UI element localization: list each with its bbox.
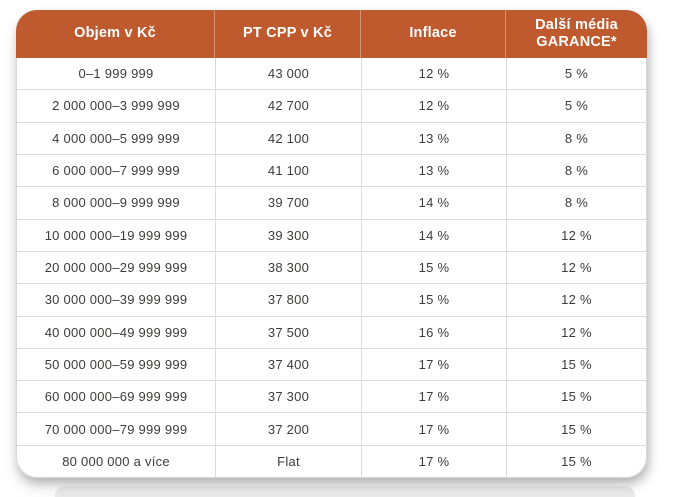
cell-inflace: 12 % <box>361 58 506 90</box>
table-row: 70 000 000–79 999 999 37 200 17 % 15 % <box>17 412 646 445</box>
cell-cpp: 39 300 <box>215 219 361 251</box>
cell-inflace: 17 % <box>361 348 506 381</box>
cell-cpp: 37 300 <box>215 381 361 413</box>
cell-objem: 80 000 000 a více <box>62 453 170 469</box>
cell-inflace: 17 % <box>361 445 506 477</box>
cell-inflace: 16 % <box>361 316 506 348</box>
header-pt-cpp: PT CPP v Kč <box>214 10 360 58</box>
cell-garance: 15 % <box>506 348 646 381</box>
cell-inflace: 17 % <box>361 381 506 413</box>
cell-garance: 15 % <box>506 445 646 477</box>
cell-objem: 40 000 000–49 999 999 <box>44 324 188 340</box>
cell-objem: 50 000 000–59 999 999 <box>44 356 188 372</box>
table-row: 2 000 000–3 999 999 42 700 12 % 5 % <box>17 89 646 122</box>
pricing-table-card: Objem v Kč PT CPP v Kč Inflace Další méd… <box>16 10 647 478</box>
header-objem: Objem v Kč <box>74 25 156 42</box>
cell-cpp: 37 500 <box>215 316 361 348</box>
table-row: 30 000 000–39 999 999 37 800 15 % 12 % <box>17 283 646 316</box>
cell-inflace: 13 % <box>361 154 506 187</box>
table-row: 8 000 000–9 999 999 39 700 14 % 8 % <box>17 186 646 219</box>
cell-garance: 12 % <box>506 284 646 316</box>
cell-cpp: 37 800 <box>215 284 361 316</box>
cell-objem: 20 000 000–29 999 999 <box>44 260 188 276</box>
cell-cpp: 42 100 <box>215 122 361 154</box>
cell-inflace: 17 % <box>361 413 506 445</box>
cell-objem: 70 000 000–79 999 999 <box>44 421 188 437</box>
cell-cpp: 39 700 <box>215 187 361 219</box>
cell-inflace: 14 % <box>361 219 506 251</box>
table-row: 6 000 000–7 999 999 41 100 13 % 8 % <box>17 153 646 187</box>
cell-garance: 8 % <box>506 122 646 154</box>
table-row: 50 000 000–59 999 999 37 400 17 % 15 % <box>17 347 646 381</box>
cell-objem: 2 000 000–3 999 999 <box>52 98 180 114</box>
cell-garance: 15 % <box>506 381 646 413</box>
cell-garance: 12 % <box>506 251 646 284</box>
cell-cpp: 37 200 <box>215 413 361 445</box>
cell-inflace: 13 % <box>361 122 506 154</box>
cell-garance: 8 % <box>506 187 646 219</box>
cell-cpp: 43 000 <box>215 58 361 90</box>
cell-objem: 0–1 999 999 <box>78 66 154 82</box>
table-row: 80 000 000 a více Flat 17 % 15 % <box>17 444 646 477</box>
table-body: 0–1 999 999 43 000 12 % 5 % 2 000 000–3 … <box>16 58 647 478</box>
cell-garance: 8 % <box>506 154 646 187</box>
table-row: 60 000 000–69 999 999 37 300 17 % 15 % <box>17 380 646 413</box>
header-dalsi-media-line2: GARANCE* <box>536 34 617 50</box>
cell-garance: 12 % <box>506 219 646 251</box>
cell-cpp: 37 400 <box>215 348 361 381</box>
cell-objem: 8 000 000–9 999 999 <box>52 195 180 211</box>
table-row: 0–1 999 999 43 000 12 % 5 % <box>17 58 646 90</box>
cell-objem: 4 000 000–5 999 999 <box>52 130 180 146</box>
table-header-row: Objem v Kč PT CPP v Kč Inflace Další méd… <box>16 10 647 58</box>
cell-garance: 15 % <box>506 413 646 445</box>
cell-objem: 30 000 000–39 999 999 <box>44 292 188 308</box>
cell-inflace: 15 % <box>361 284 506 316</box>
table-row: 40 000 000–49 999 999 37 500 16 % 12 % <box>17 315 646 348</box>
header-dalsi-media-garance: Další média GARANCE* <box>505 10 647 58</box>
cell-objem: 10 000 000–19 999 999 <box>44 227 188 243</box>
cell-garance: 5 % <box>506 90 646 122</box>
cell-garance: 12 % <box>506 316 646 348</box>
cell-inflace: 12 % <box>361 90 506 122</box>
cell-objem: 6 000 000–7 999 999 <box>52 163 180 179</box>
cell-cpp: 42 700 <box>215 90 361 122</box>
table-row: 20 000 000–29 999 999 38 300 15 % 12 % <box>17 250 646 284</box>
cell-cpp: 38 300 <box>215 251 361 284</box>
cell-inflace: 14 % <box>361 187 506 219</box>
background-band <box>55 486 635 497</box>
header-dalsi-media-line1: Další média <box>535 16 618 33</box>
cell-cpp: 41 100 <box>215 154 361 187</box>
cell-inflace: 15 % <box>361 251 506 284</box>
cell-garance: 5 % <box>506 58 646 90</box>
header-inflace: Inflace <box>360 10 505 58</box>
cell-cpp: Flat <box>215 445 361 477</box>
table-row: 10 000 000–19 999 999 39 300 14 % 12 % <box>17 218 646 251</box>
cell-objem: 60 000 000–69 999 999 <box>44 389 188 405</box>
table-row: 4 000 000–5 999 999 42 100 13 % 8 % <box>17 121 646 154</box>
